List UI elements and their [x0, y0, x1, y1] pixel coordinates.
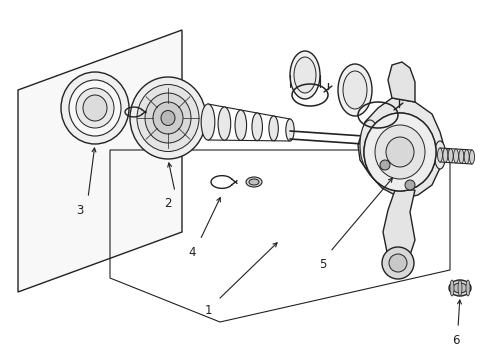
Text: 1: 1: [204, 303, 212, 316]
Polygon shape: [358, 98, 445, 198]
Text: 2: 2: [164, 197, 172, 210]
Ellipse shape: [269, 116, 278, 141]
Ellipse shape: [379, 125, 396, 170]
Text: 6: 6: [452, 333, 460, 346]
Ellipse shape: [153, 102, 183, 134]
Ellipse shape: [201, 104, 215, 140]
Ellipse shape: [453, 283, 467, 293]
Ellipse shape: [386, 137, 414, 167]
Ellipse shape: [69, 80, 121, 136]
Ellipse shape: [397, 131, 413, 170]
Ellipse shape: [338, 64, 372, 116]
Circle shape: [380, 160, 390, 170]
Ellipse shape: [360, 120, 380, 170]
Polygon shape: [18, 30, 182, 292]
Ellipse shape: [458, 280, 462, 296]
Ellipse shape: [161, 111, 175, 126]
Ellipse shape: [364, 113, 436, 191]
Ellipse shape: [469, 150, 474, 164]
Ellipse shape: [249, 179, 259, 185]
Ellipse shape: [375, 125, 425, 179]
Ellipse shape: [76, 88, 114, 128]
Ellipse shape: [252, 113, 263, 141]
Ellipse shape: [448, 149, 453, 163]
Circle shape: [405, 180, 415, 190]
Circle shape: [382, 247, 414, 279]
Ellipse shape: [246, 177, 262, 187]
Ellipse shape: [294, 57, 316, 93]
Ellipse shape: [218, 107, 231, 140]
Ellipse shape: [438, 148, 442, 162]
Polygon shape: [388, 62, 415, 102]
Ellipse shape: [130, 77, 206, 159]
Text: 4: 4: [188, 246, 196, 258]
Text: 3: 3: [76, 203, 84, 216]
Ellipse shape: [364, 113, 436, 191]
Ellipse shape: [459, 149, 464, 163]
Ellipse shape: [454, 149, 459, 163]
Ellipse shape: [145, 93, 191, 143]
Ellipse shape: [375, 125, 425, 179]
Ellipse shape: [343, 71, 367, 109]
Ellipse shape: [235, 110, 246, 140]
Text: 5: 5: [319, 257, 327, 270]
Ellipse shape: [449, 280, 471, 296]
Polygon shape: [383, 190, 415, 260]
Ellipse shape: [466, 280, 470, 296]
Ellipse shape: [137, 85, 199, 152]
Ellipse shape: [61, 72, 129, 144]
Ellipse shape: [435, 141, 445, 169]
Ellipse shape: [83, 95, 107, 121]
Circle shape: [389, 254, 407, 272]
Ellipse shape: [290, 51, 320, 99]
Ellipse shape: [450, 280, 454, 296]
Ellipse shape: [286, 119, 294, 141]
Ellipse shape: [386, 137, 414, 167]
Ellipse shape: [464, 150, 469, 164]
Ellipse shape: [416, 136, 429, 169]
Ellipse shape: [443, 148, 448, 162]
